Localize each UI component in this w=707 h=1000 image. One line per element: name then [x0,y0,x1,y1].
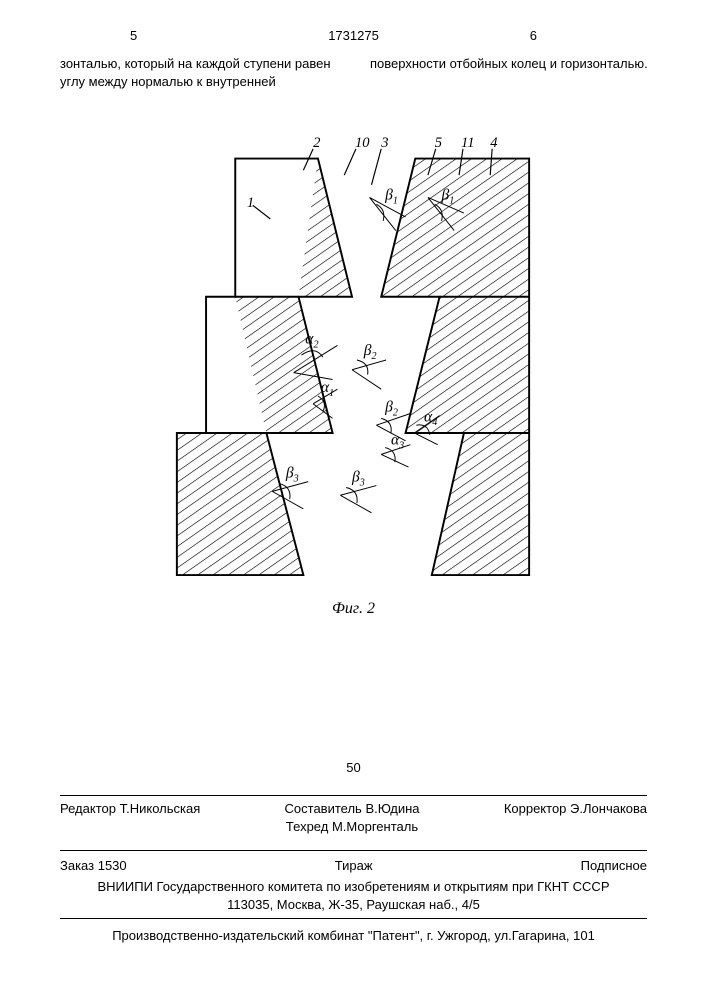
document-number: 1731275 [328,28,379,43]
editor: Редактор Т.Никольская [60,800,200,836]
svg-text:β1: β1 [384,186,398,206]
vniipi-block: ВНИИПИ Государственного комитета по изоб… [60,878,647,913]
body-text-right: поверхности отбойных колец и горизонталь… [370,55,650,73]
svg-text:β2: β2 [363,342,377,362]
svg-text:11: 11 [461,135,474,151]
order-number: Заказ 1530 [60,858,127,873]
svg-text:1: 1 [247,195,254,211]
svg-text:5: 5 [435,135,442,151]
svg-text:β3: β3 [285,465,299,485]
compositor-techred: Составитель В.Юдина Техред М.Моргенталь [285,800,420,836]
svg-text:4: 4 [490,135,497,151]
svg-text:α2: α2 [305,330,318,350]
svg-text:3: 3 [380,135,388,151]
divider-1 [60,795,647,796]
svg-text:10: 10 [355,135,370,151]
order-row: Заказ 1530 Тираж Подписное [60,858,647,873]
divider-2 [60,850,647,851]
subscription: Подписное [581,858,647,873]
corrector: Корректор Э.Лончакова [504,800,647,836]
page-number-left: 5 [130,28,137,43]
body-text-left: зонталью, который на каждой ступени раве… [60,55,340,90]
figure-2: 210351141β1β1α2β2α1β2α4α3β3β3 [172,130,534,600]
credits-block: Редактор Т.Никольская Составитель В.Юдин… [60,800,647,836]
production-line: Производственно-издательский комбинат "П… [60,928,647,943]
svg-text:β2: β2 [384,399,398,419]
tirazh: Тираж [335,858,373,873]
page-number-right: 6 [530,28,537,43]
figure-caption: Фиг. 2 [332,600,375,618]
mid-page-number: 50 [346,760,360,775]
svg-text:α3: α3 [391,432,404,452]
svg-text:α1: α1 [321,379,334,399]
divider-3 [60,918,647,919]
svg-text:β3: β3 [351,469,365,489]
svg-text:2: 2 [313,135,320,151]
